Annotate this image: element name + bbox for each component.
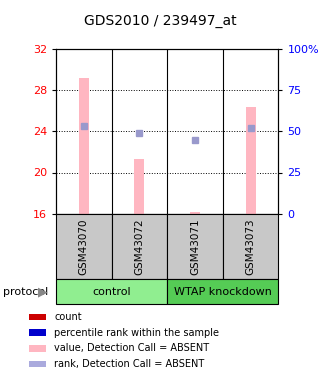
Bar bbox=[190, 212, 200, 214]
Text: GSM43070: GSM43070 bbox=[79, 218, 89, 275]
Text: GSM43071: GSM43071 bbox=[190, 218, 200, 275]
Bar bbox=[56, 279, 167, 304]
Text: GSM43073: GSM43073 bbox=[246, 218, 256, 275]
Bar bbox=[223, 214, 278, 279]
Bar bbox=[167, 279, 278, 304]
Text: WTAP knockdown: WTAP knockdown bbox=[174, 286, 272, 297]
Text: value, Detection Call = ABSENT: value, Detection Call = ABSENT bbox=[54, 343, 210, 353]
Bar bbox=[56, 214, 112, 279]
Bar bbox=[79, 78, 89, 214]
Bar bbox=[167, 214, 223, 279]
Text: GDS2010 / 239497_at: GDS2010 / 239497_at bbox=[84, 14, 236, 28]
Text: percentile rank within the sample: percentile rank within the sample bbox=[54, 327, 220, 338]
Text: GSM43072: GSM43072 bbox=[134, 218, 144, 275]
Bar bbox=[29, 329, 46, 336]
Bar bbox=[29, 361, 46, 368]
Bar bbox=[29, 314, 46, 320]
Bar bbox=[134, 159, 144, 214]
Text: protocol: protocol bbox=[3, 286, 48, 297]
Text: ▶: ▶ bbox=[38, 285, 48, 298]
Text: rank, Detection Call = ABSENT: rank, Detection Call = ABSENT bbox=[54, 359, 205, 369]
Bar bbox=[245, 106, 256, 214]
Bar bbox=[29, 345, 46, 352]
Text: control: control bbox=[92, 286, 131, 297]
Text: count: count bbox=[54, 312, 82, 322]
Bar bbox=[112, 214, 167, 279]
